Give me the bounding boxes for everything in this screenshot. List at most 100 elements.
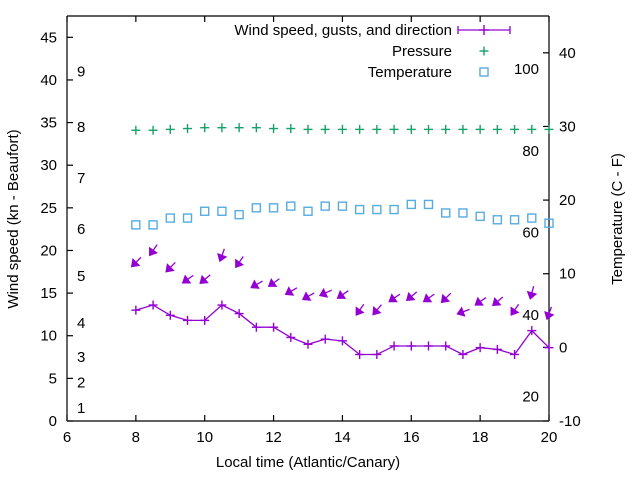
beaufort-label: 3 [77,349,85,366]
beaufort-label: 5 [77,268,85,285]
temperature-point [441,208,451,218]
gust-direction-arrow [318,287,329,298]
x-tick-label: 18 [472,429,489,446]
gust-direction-arrow [235,258,245,269]
y2-axis-ticks: -10 0 10 20 30 40 [543,45,581,430]
y-tick-label: 5 [49,370,57,387]
chart-legend: Wind speed, gusts, and direction Pressure… [234,22,511,81]
y2-tick-label: 30 [559,118,576,135]
y2-tick-label: 20 [559,192,576,209]
temperature-point [544,218,554,228]
fahrenheit-label: 100 [514,61,539,78]
temperature-point [165,213,175,223]
gust-direction-arrow [492,296,502,307]
gust-direction-arrow [422,293,433,303]
temperature-point [458,208,468,218]
series-gusts [130,244,555,321]
temperature-point [527,213,537,223]
gust-direction-arrow [526,290,538,300]
temperature-point [131,220,141,230]
series-pressure [131,123,554,135]
fahrenheit-label: 80 [522,143,539,160]
temperature-point [217,206,227,216]
temperature-point [423,199,434,210]
temperature-point [234,209,244,220]
y-tick-label: 25 [40,200,57,217]
x-tick-label: 14 [334,429,351,446]
fahrenheit-label: 60 [522,224,539,241]
beaufort-label: 1 [77,400,85,417]
gust-direction-arrow [130,257,141,268]
temperature-point [492,215,503,225]
y2-tick-label: 0 [559,339,567,356]
gust-direction-arrow [199,274,209,284]
y-tick-label: 15 [40,285,57,302]
x-axis-title: Local time (Atlantic/Canary) [216,454,400,471]
x-tick-label: 8 [132,429,140,446]
legend-sample-temperature [479,67,489,77]
y-axis-ticks: 0 5 10 15 20 25 30 35 40 45 [40,29,73,430]
x-tick-label: 16 [403,429,420,446]
y-axis-title: Wind speed (kn - Beaufort) [5,129,22,308]
temperature-point [268,203,279,213]
series-wind-speed-gusts-and-direction [131,300,554,359]
y-tick-label: 0 [49,413,57,430]
legend-label: Wind speed, gusts, and direction [234,22,452,39]
fahrenheit-label: 40 [522,307,539,324]
temperature-point [406,199,416,210]
gust-direction-arrow [301,291,312,301]
gust-direction-arrow [510,306,520,316]
temperature-point [372,204,382,215]
temperature-point [251,203,262,213]
beaufort-inner-labels: 1 2 3 4 5 6 7 8 9 [77,63,85,417]
beaufort-label: 6 [77,221,85,238]
gust-direction-arrow [165,263,175,273]
y2-tick-label: 40 [559,45,576,62]
gust-direction-arrow [355,306,365,316]
beaufort-label: 2 [77,375,85,392]
gust-direction-arrow [284,286,295,296]
fahrenheit-inner-labels: 20 40 60 80 100 [514,61,539,406]
series-temperature [131,199,554,230]
y2-axis-title: Temperature (C - F) [609,153,626,285]
temperature-point [320,201,330,211]
x-tick-label: 10 [196,429,213,446]
temperature-point [148,220,158,230]
gust-direction-arrow [336,289,347,299]
fahrenheit-label: 20 [522,389,539,406]
y2-tick-label: -10 [559,413,581,430]
y-tick-label: 45 [40,29,57,46]
gust-direction-arrow [456,306,466,317]
beaufort-label: 4 [77,315,85,332]
temperature-point [286,201,296,211]
gust-direction-arrow [405,291,416,302]
y-tick-label: 30 [40,157,57,174]
gust-direction-arrow [181,274,192,284]
beaufort-label: 9 [77,63,85,80]
temperature-point [475,211,485,222]
gust-direction-arrow [149,246,158,257]
y-tick-label: 10 [40,328,57,345]
temperature-point [337,201,348,211]
y-tick-label: 20 [40,242,57,259]
gust-direction-arrow [217,252,228,263]
y-tick-label: 35 [40,115,57,132]
temperature-point [389,204,399,215]
x-tick-label: 12 [265,429,282,446]
temperature-point [303,206,313,216]
gust-direction-arrow [250,279,260,289]
x-axis-ticks: 6 8 10 12 14 16 18 20 [63,16,557,446]
gust-direction-arrow [267,277,278,287]
temperature-point [354,204,365,215]
gust-direction-arrow [474,296,484,306]
gust-direction-arrow [544,310,555,321]
data-series-group [130,123,555,359]
axes-group [66,15,550,422]
wind-speed-line [135,304,550,356]
temperature-point [509,215,520,225]
y2-tick-label: 10 [559,266,576,283]
y-tick-label: 40 [40,72,57,89]
gust-direction-arrow [388,293,398,303]
